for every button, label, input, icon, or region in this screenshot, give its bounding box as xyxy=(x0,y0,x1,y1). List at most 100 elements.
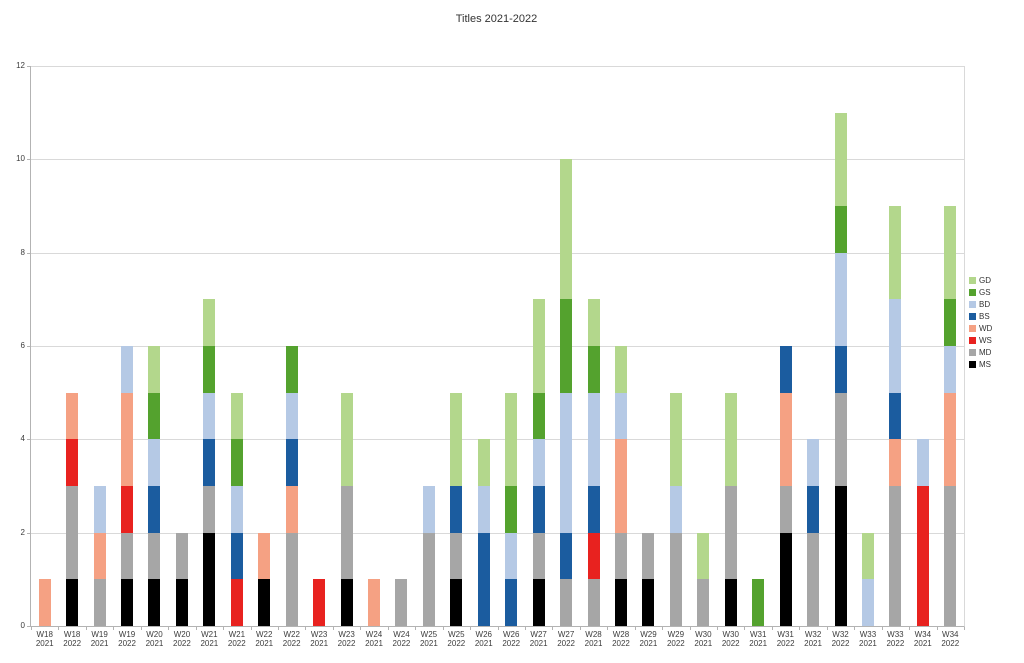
x-tick-label-w28-2022: W28 2022 xyxy=(604,630,637,648)
bar-w18-2022 xyxy=(66,392,79,626)
x-label-week: W29 xyxy=(667,630,685,639)
bar-segment-ms xyxy=(258,579,271,626)
bar-segment-md xyxy=(66,486,79,580)
x-label-year: 2021 xyxy=(584,639,603,648)
bar-segment-bs xyxy=(889,392,902,440)
x-tick-label-w30-2021: W30 2021 xyxy=(687,630,720,648)
x-label-year: 2022 xyxy=(886,639,905,648)
bar-segment-gd xyxy=(944,206,957,300)
x-axis-tick xyxy=(909,627,910,630)
x-label-week: W34 xyxy=(942,630,959,639)
x-tick-label-w19-2022: W19 2022 xyxy=(110,630,143,648)
bar-w18-2021 xyxy=(38,579,51,626)
x-label-year: 2021 xyxy=(310,639,329,648)
bar-segment-md xyxy=(642,532,655,580)
x-axis-tick xyxy=(141,627,142,630)
x-label-week: W19 xyxy=(118,630,136,639)
x-label-week: W22 xyxy=(256,630,273,639)
bar-w28-2022 xyxy=(614,346,627,626)
legend-swatch-md-icon xyxy=(969,349,976,356)
x-axis-tick xyxy=(964,627,965,630)
x-tick-label-w25-2021: W25 2021 xyxy=(412,630,445,648)
x-axis-tick xyxy=(552,627,553,630)
bar-segment-ms xyxy=(121,579,134,626)
bar-segment-ms xyxy=(450,579,463,626)
x-label-year: 2021 xyxy=(90,639,109,648)
x-label-year: 2022 xyxy=(63,639,82,648)
x-label-week: W20 xyxy=(173,630,191,639)
x-label-year: 2022 xyxy=(502,639,521,648)
legend-swatch-gd-icon xyxy=(969,277,976,284)
x-axis-tick xyxy=(333,627,334,630)
bar-segment-ms xyxy=(175,579,188,626)
bar-segment-gs xyxy=(148,392,161,440)
x-label-week: W27 xyxy=(530,630,547,639)
gridline-y-8 xyxy=(31,252,964,254)
x-label-year: 2021 xyxy=(694,639,713,648)
bar-segment-bs xyxy=(587,486,600,533)
y-tick-label-4: 4 xyxy=(20,434,25,444)
legend-label-bs: BS xyxy=(979,312,990,321)
x-label-week: W33 xyxy=(859,630,877,639)
bar-w27-2022 xyxy=(560,159,573,626)
bar-segment-md xyxy=(614,532,627,580)
x-label-week: W30 xyxy=(722,630,739,639)
x-label-year: 2022 xyxy=(392,639,411,648)
x-axis-tick xyxy=(58,627,59,630)
x-label-week: W24 xyxy=(365,630,383,639)
bar-w30-2022 xyxy=(724,392,737,626)
x-label-year: 2021 xyxy=(804,639,822,648)
x-label-week: W28 xyxy=(585,630,602,639)
x-tick-label-w30-2022: W30 2022 xyxy=(714,630,747,648)
bar-segment-md xyxy=(807,532,820,626)
x-axis-tick xyxy=(717,627,718,630)
bar-segment-gd xyxy=(669,392,682,487)
bar-segment-gd xyxy=(532,299,545,393)
bar-segment-gs xyxy=(532,392,545,440)
x-tick-label-w26-2021: W26 2021 xyxy=(467,630,500,648)
bar-w22-2022 xyxy=(285,346,298,626)
bar-segment-ws xyxy=(66,439,79,487)
y-axis-tick-12 xyxy=(27,66,31,67)
bar-segment-bs xyxy=(203,439,216,487)
x-tick-label-w22-2021: W22 2021 xyxy=(248,630,281,648)
bar-segment-bs xyxy=(834,346,847,393)
x-tick-label-w25-2022: W25 2022 xyxy=(440,630,473,648)
x-label-year: 2022 xyxy=(557,639,575,648)
x-label-week: W23 xyxy=(338,630,355,639)
bar-segment-md xyxy=(148,532,161,580)
x-label-year: 2021 xyxy=(365,639,383,648)
x-axis-tick xyxy=(772,627,773,630)
x-label-year: 2022 xyxy=(173,639,191,648)
bar-segment-gs xyxy=(203,346,216,393)
x-axis-tick xyxy=(635,627,636,630)
x-axis-tick xyxy=(662,627,663,630)
x-label-week: W20 xyxy=(146,630,163,639)
x-label-year: 2021 xyxy=(749,639,768,648)
bar-w21-2022 xyxy=(230,392,243,626)
y-tick-label-6: 6 xyxy=(20,341,25,350)
x-tick-label-w34-2022: W34 2022 xyxy=(934,630,967,648)
x-axis-tick xyxy=(278,627,279,630)
x-tick-label-w34-2021: W34 2021 xyxy=(906,630,939,648)
bar-segment-bd xyxy=(861,579,874,626)
bar-segment-bd xyxy=(587,392,600,487)
legend-swatch-bd-icon xyxy=(969,301,976,308)
y-axis-tick-4 xyxy=(27,439,31,441)
x-label-year: 2022 xyxy=(612,639,630,648)
x-label-week: W18 xyxy=(63,630,81,639)
x-label-week: W34 xyxy=(914,630,932,639)
x-label-year: 2022 xyxy=(227,639,246,648)
x-axis-tick xyxy=(443,627,444,630)
x-label-year: 2022 xyxy=(831,639,850,648)
x-tick-label-w20-2022: W20 2022 xyxy=(165,630,198,648)
bar-segment-ws xyxy=(916,486,929,626)
x-label-year: 2022 xyxy=(282,639,301,648)
bar-segment-bs xyxy=(230,532,243,580)
chart-title: Titles 2021-2022 xyxy=(455,13,538,25)
x-label-year: 2021 xyxy=(145,639,164,648)
y-tick-label-10: 10 xyxy=(16,154,25,164)
bar-segment-md xyxy=(121,532,134,580)
bar-w21-2021 xyxy=(203,299,216,626)
bar-w33-2022 xyxy=(889,206,902,626)
